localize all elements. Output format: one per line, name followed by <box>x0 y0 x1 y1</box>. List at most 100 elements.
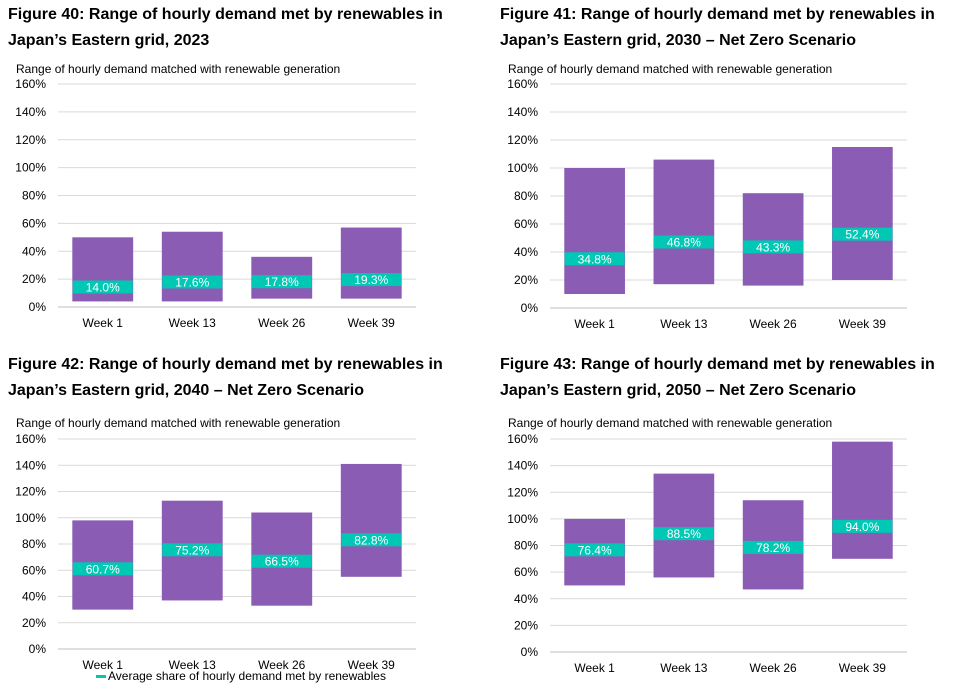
average-data-label: 94.0% <box>845 520 879 534</box>
x-tick-label: Week 13 <box>660 661 707 675</box>
x-tick-label: Week 39 <box>348 658 395 672</box>
x-tick-label: Week 1 <box>574 317 615 331</box>
x-tick-label: Week 13 <box>660 317 707 331</box>
average-data-label: 76.4% <box>578 543 612 557</box>
figure-41-title-line1: Figure 41: Range of hourly demand met by… <box>500 6 935 23</box>
y-tick-label: 60% <box>514 565 538 579</box>
average-data-label: 43.3% <box>756 240 790 254</box>
x-tick-label: Week 1 <box>83 658 124 672</box>
average-marker <box>832 227 893 241</box>
average-marker <box>564 252 625 266</box>
y-tick-label: 100% <box>15 511 46 525</box>
figure-40-ylabel: Range of hourly demand matched with rene… <box>16 62 341 76</box>
average-data-label: 66.5% <box>265 555 299 569</box>
y-tick-label: 20% <box>22 616 46 630</box>
average-data-label: 60.7% <box>86 562 120 576</box>
y-tick-label: 60% <box>514 217 538 231</box>
y-tick-label: 60% <box>22 216 46 230</box>
average-marker <box>564 543 625 557</box>
y-tick-label: 140% <box>507 459 538 473</box>
figure-43-title-line2: Japan’s Eastern grid, 2050 – Net Zero Sc… <box>500 382 856 399</box>
figure-40-title-line2: Japan’s Eastern grid, 2023 <box>8 32 210 49</box>
y-tick-label: 120% <box>15 485 46 499</box>
y-tick-label: 140% <box>507 105 538 119</box>
y-tick-label: 80% <box>514 539 538 553</box>
y-tick-label: 120% <box>507 485 538 499</box>
y-tick-label: 40% <box>514 245 538 259</box>
average-marker <box>162 275 223 289</box>
y-tick-label: 160% <box>15 432 46 446</box>
y-tick-label: 60% <box>22 563 46 577</box>
y-tick-label: 160% <box>15 77 46 91</box>
y-tick-label: 40% <box>22 244 46 258</box>
x-tick-label: Week 1 <box>574 661 615 675</box>
average-data-label: 78.2% <box>756 541 790 555</box>
figure-42-ylabel: Range of hourly demand matched with rene… <box>16 416 341 430</box>
x-tick-label: Week 1 <box>83 316 124 330</box>
figure-42-title-line1: Figure 42: Range of hourly demand met by… <box>8 356 443 373</box>
y-tick-label: 40% <box>514 592 538 606</box>
y-tick-label: 140% <box>15 458 46 472</box>
range-bar <box>564 168 625 294</box>
average-data-label: 82.8% <box>354 533 388 547</box>
x-tick-label: Week 26 <box>258 658 305 672</box>
y-tick-label: 160% <box>507 77 538 91</box>
y-tick-label: 20% <box>514 273 538 287</box>
chart-legend: Average share of hourly demand met by re… <box>96 669 386 683</box>
range-bar <box>340 463 402 577</box>
y-tick-label: 0% <box>521 645 539 659</box>
average-marker <box>341 273 402 287</box>
y-tick-label: 80% <box>514 189 538 203</box>
figure-43-title-line1: Figure 43: Range of hourly demand met by… <box>500 356 935 373</box>
average-marker <box>251 275 312 289</box>
y-tick-label: 0% <box>29 642 47 656</box>
legend-average-marker-icon <box>96 674 106 678</box>
average-data-label: 88.5% <box>667 527 701 541</box>
range-bar <box>742 193 804 286</box>
average-data-label: 75.2% <box>175 543 209 557</box>
average-data-label: 17.8% <box>265 275 299 289</box>
average-data-label: 14.0% <box>86 280 120 294</box>
x-tick-label: Week 13 <box>169 316 216 330</box>
average-marker <box>653 235 714 249</box>
average-marker <box>162 543 223 557</box>
figure-41-panel: Figure 41: Range of hourly demand met by… <box>500 2 970 54</box>
range-bar <box>653 473 715 578</box>
y-tick-label: 0% <box>29 300 47 314</box>
average-data-label: 34.8% <box>578 252 612 266</box>
x-tick-label: Week 26 <box>750 661 797 675</box>
average-marker <box>251 554 312 568</box>
range-bar <box>653 159 715 285</box>
average-marker <box>743 540 804 554</box>
range-bar <box>340 227 402 299</box>
y-tick-label: 100% <box>507 161 538 175</box>
x-tick-label: Week 26 <box>750 317 797 331</box>
average-marker <box>72 280 133 294</box>
x-tick-label: Week 39 <box>348 316 395 330</box>
y-tick-label: 160% <box>507 432 538 446</box>
y-tick-label: 20% <box>514 618 538 632</box>
figure-41-title-line2: Japan’s Eastern grid, 2030 – Net Zero Sc… <box>500 32 856 49</box>
figure-42-panel: Figure 42: Range of hourly demand met by… <box>8 352 478 404</box>
figure-40-panel: Figure 40: Range of hourly demand met by… <box>8 2 478 54</box>
x-tick-label: Week 39 <box>839 317 886 331</box>
average-marker <box>72 562 133 576</box>
y-tick-label: 100% <box>507 512 538 526</box>
legend-average-label: Average share of hourly demand met by re… <box>108 669 386 683</box>
average-data-label: 19.3% <box>354 273 388 287</box>
x-tick-label: Week 13 <box>169 658 216 672</box>
figure-42-title-line2: Japan’s Eastern grid, 2040 – Net Zero Sc… <box>8 382 364 399</box>
range-bar <box>161 231 223 302</box>
average-marker <box>832 519 893 533</box>
x-tick-label: Week 39 <box>839 661 886 675</box>
average-marker <box>743 240 804 254</box>
figure-43-ylabel: Range of hourly demand matched with rene… <box>508 416 833 430</box>
figure-41-ylabel: Range of hourly demand matched with rene… <box>508 62 833 76</box>
average-data-label: 17.6% <box>175 275 209 289</box>
y-tick-label: 120% <box>15 133 46 147</box>
average-data-label: 46.8% <box>667 235 701 249</box>
